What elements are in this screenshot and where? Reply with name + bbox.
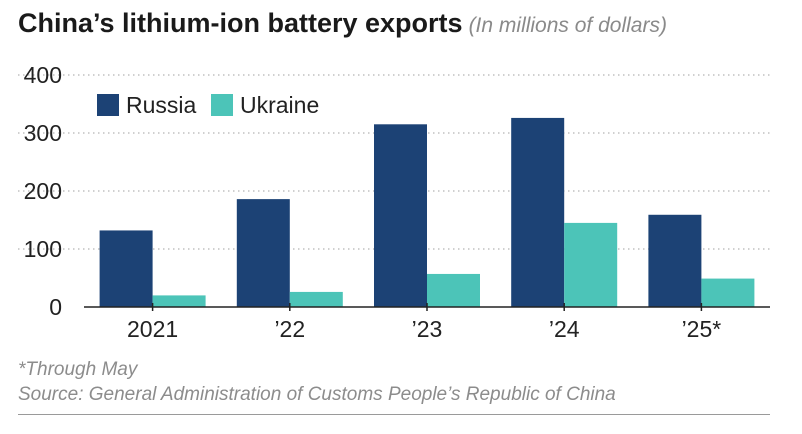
legend: Russia Ukraine: [97, 92, 319, 118]
chart-title: China’s lithium-ion battery exports: [18, 8, 463, 38]
legend-swatch-ukraine: [211, 94, 233, 116]
y-tick-label: 400: [24, 62, 62, 88]
bars: [99, 117, 755, 307]
bar-russia-0: [99, 230, 153, 307]
source-note: Source: General Administration of Custom…: [18, 384, 616, 405]
legend-label-russia: Russia: [126, 92, 197, 118]
x-tick-label: ’23: [412, 316, 443, 342]
x-tick-label: 2021: [127, 316, 178, 342]
y-tick-label: 200: [24, 178, 62, 204]
y-tick-label: 300: [24, 120, 62, 146]
bar-ukraine-3: [564, 222, 618, 307]
y-tick-label: 100: [24, 236, 62, 262]
title-row: China’s lithium-ion battery exports (In m…: [18, 8, 667, 39]
bar-ukraine-4: [701, 278, 755, 307]
bar-russia-3: [511, 117, 565, 307]
bar-ukraine-0: [152, 295, 206, 307]
bar-russia-2: [374, 124, 427, 307]
y-tick-label: 0: [49, 294, 62, 320]
bar-ukraine-1: [289, 291, 343, 307]
bar-russia-4: [648, 214, 702, 307]
chart-subtitle: (In millions of dollars): [468, 14, 667, 37]
legend-label-ukraine: Ukraine: [240, 92, 319, 118]
legend-swatch-russia: [97, 94, 119, 116]
x-tick-label: ’24: [549, 316, 580, 342]
y-axis-ticks: 0 100 200 300 400: [24, 62, 62, 320]
bottom-rule: [18, 414, 770, 415]
x-tick-label: ’25*: [682, 316, 722, 342]
x-axis-ticks: 2021 ’22 ’23 ’24 ’25*: [127, 303, 721, 342]
bar-chart: 0 100 200 300 400 2021 ’22 ’23 ’24 ’25* Russia Uk…: [18, 62, 770, 342]
footnote: *Through May: [18, 359, 138, 380]
x-tick-label: ’22: [274, 316, 305, 342]
bar-ukraine-2: [427, 273, 480, 307]
bar-russia-1: [236, 199, 290, 307]
